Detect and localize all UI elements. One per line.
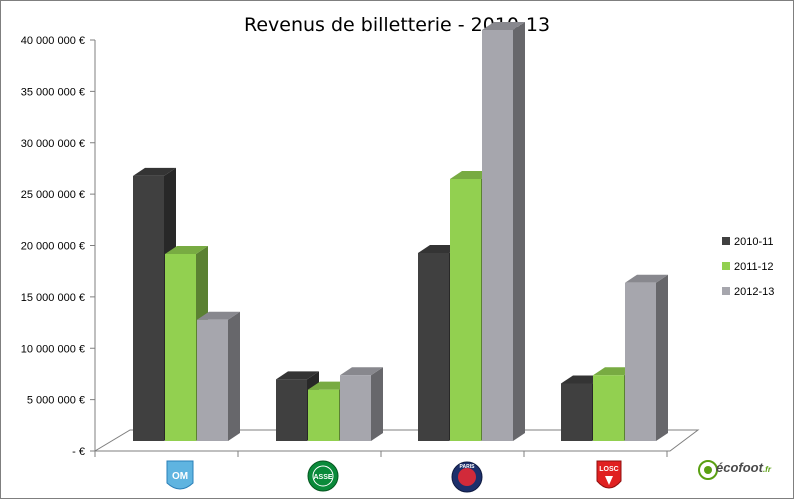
y-tick-label: 15 000 000 € bbox=[21, 292, 85, 304]
bar-top-face bbox=[197, 311, 240, 320]
bar-top-face bbox=[276, 371, 319, 380]
y-tick-label: 5 000 000 € bbox=[27, 395, 85, 407]
bar-front-face bbox=[593, 375, 624, 441]
bar-front-face bbox=[450, 178, 481, 442]
ecofoot-watermark-suffix: .fr bbox=[762, 465, 771, 474]
y-tick-label: 30 000 000 € bbox=[21, 138, 85, 150]
bar-top-face bbox=[340, 367, 383, 376]
bar-top-face bbox=[482, 22, 525, 30]
team-logos: OM ASSE PARIS LOSC bbox=[166, 460, 718, 493]
y-tick-label: 35 000 000 € bbox=[21, 86, 85, 98]
losc-crest-label: LOSC bbox=[599, 466, 618, 473]
legend-swatch bbox=[722, 262, 730, 270]
legend-label: 2010-11 bbox=[734, 236, 774, 248]
chart-title: Revenus de billetterie - 2010-13 bbox=[243, 14, 551, 36]
ecofoot-watermark: écofoot.fr bbox=[702, 460, 771, 475]
bar-side-face bbox=[228, 311, 240, 441]
stetienne-crest-label: ASSE bbox=[313, 474, 332, 481]
bar-front-face bbox=[197, 319, 228, 441]
bar bbox=[625, 274, 668, 441]
bar bbox=[340, 367, 383, 441]
bar-front-face bbox=[418, 252, 449, 441]
psg-crest-icon: PARIS bbox=[451, 461, 483, 493]
bar-side-face bbox=[513, 22, 525, 441]
bar-top-face bbox=[165, 245, 208, 254]
bar-front-face bbox=[133, 175, 164, 441]
y-tick-label: 40 000 000 € bbox=[21, 35, 85, 47]
y-tick-label: 10 000 000 € bbox=[21, 343, 85, 355]
bar-front-face bbox=[165, 253, 196, 441]
bar-side-face bbox=[656, 274, 668, 441]
bar-front-face bbox=[276, 379, 307, 441]
bar-front-face bbox=[482, 30, 513, 441]
bar-side-face bbox=[371, 367, 383, 441]
psg-crest-label: PARIS bbox=[460, 464, 476, 470]
om-crest-label: OM bbox=[172, 471, 188, 482]
om-crest-icon: OM bbox=[166, 460, 194, 490]
y-tick-label: - € bbox=[72, 446, 85, 458]
y-tick-label: 25 000 000 € bbox=[21, 189, 85, 201]
y-tick-label: 20 000 000 € bbox=[21, 241, 85, 253]
bar-top-face bbox=[133, 167, 176, 176]
bar-front-face bbox=[308, 389, 339, 441]
legend-swatch bbox=[722, 237, 730, 245]
ecofoot-logo-icon bbox=[698, 460, 718, 480]
saint-etienne-crest-icon: ASSE bbox=[307, 460, 339, 492]
losc-crest-icon: LOSC bbox=[596, 460, 622, 489]
bar-top-face bbox=[625, 274, 668, 283]
bars bbox=[133, 22, 668, 442]
bar-front-face bbox=[625, 282, 656, 441]
legend-swatch bbox=[722, 287, 730, 295]
y-axis: - € 5 000 000 € 10 000 000 € 15 000 000 € 20… bbox=[21, 35, 670, 458]
bar-front-face bbox=[561, 383, 592, 441]
legend-label: 2012-13 bbox=[734, 286, 774, 298]
ecofoot-watermark-text: écofoot bbox=[716, 460, 763, 475]
bar-front-face bbox=[340, 375, 371, 441]
legend-label: 2011-12 bbox=[734, 261, 774, 273]
legend: 2010-11 2011-12 2012-13 bbox=[722, 236, 774, 298]
bar bbox=[482, 22, 525, 441]
bar bbox=[197, 311, 240, 441]
